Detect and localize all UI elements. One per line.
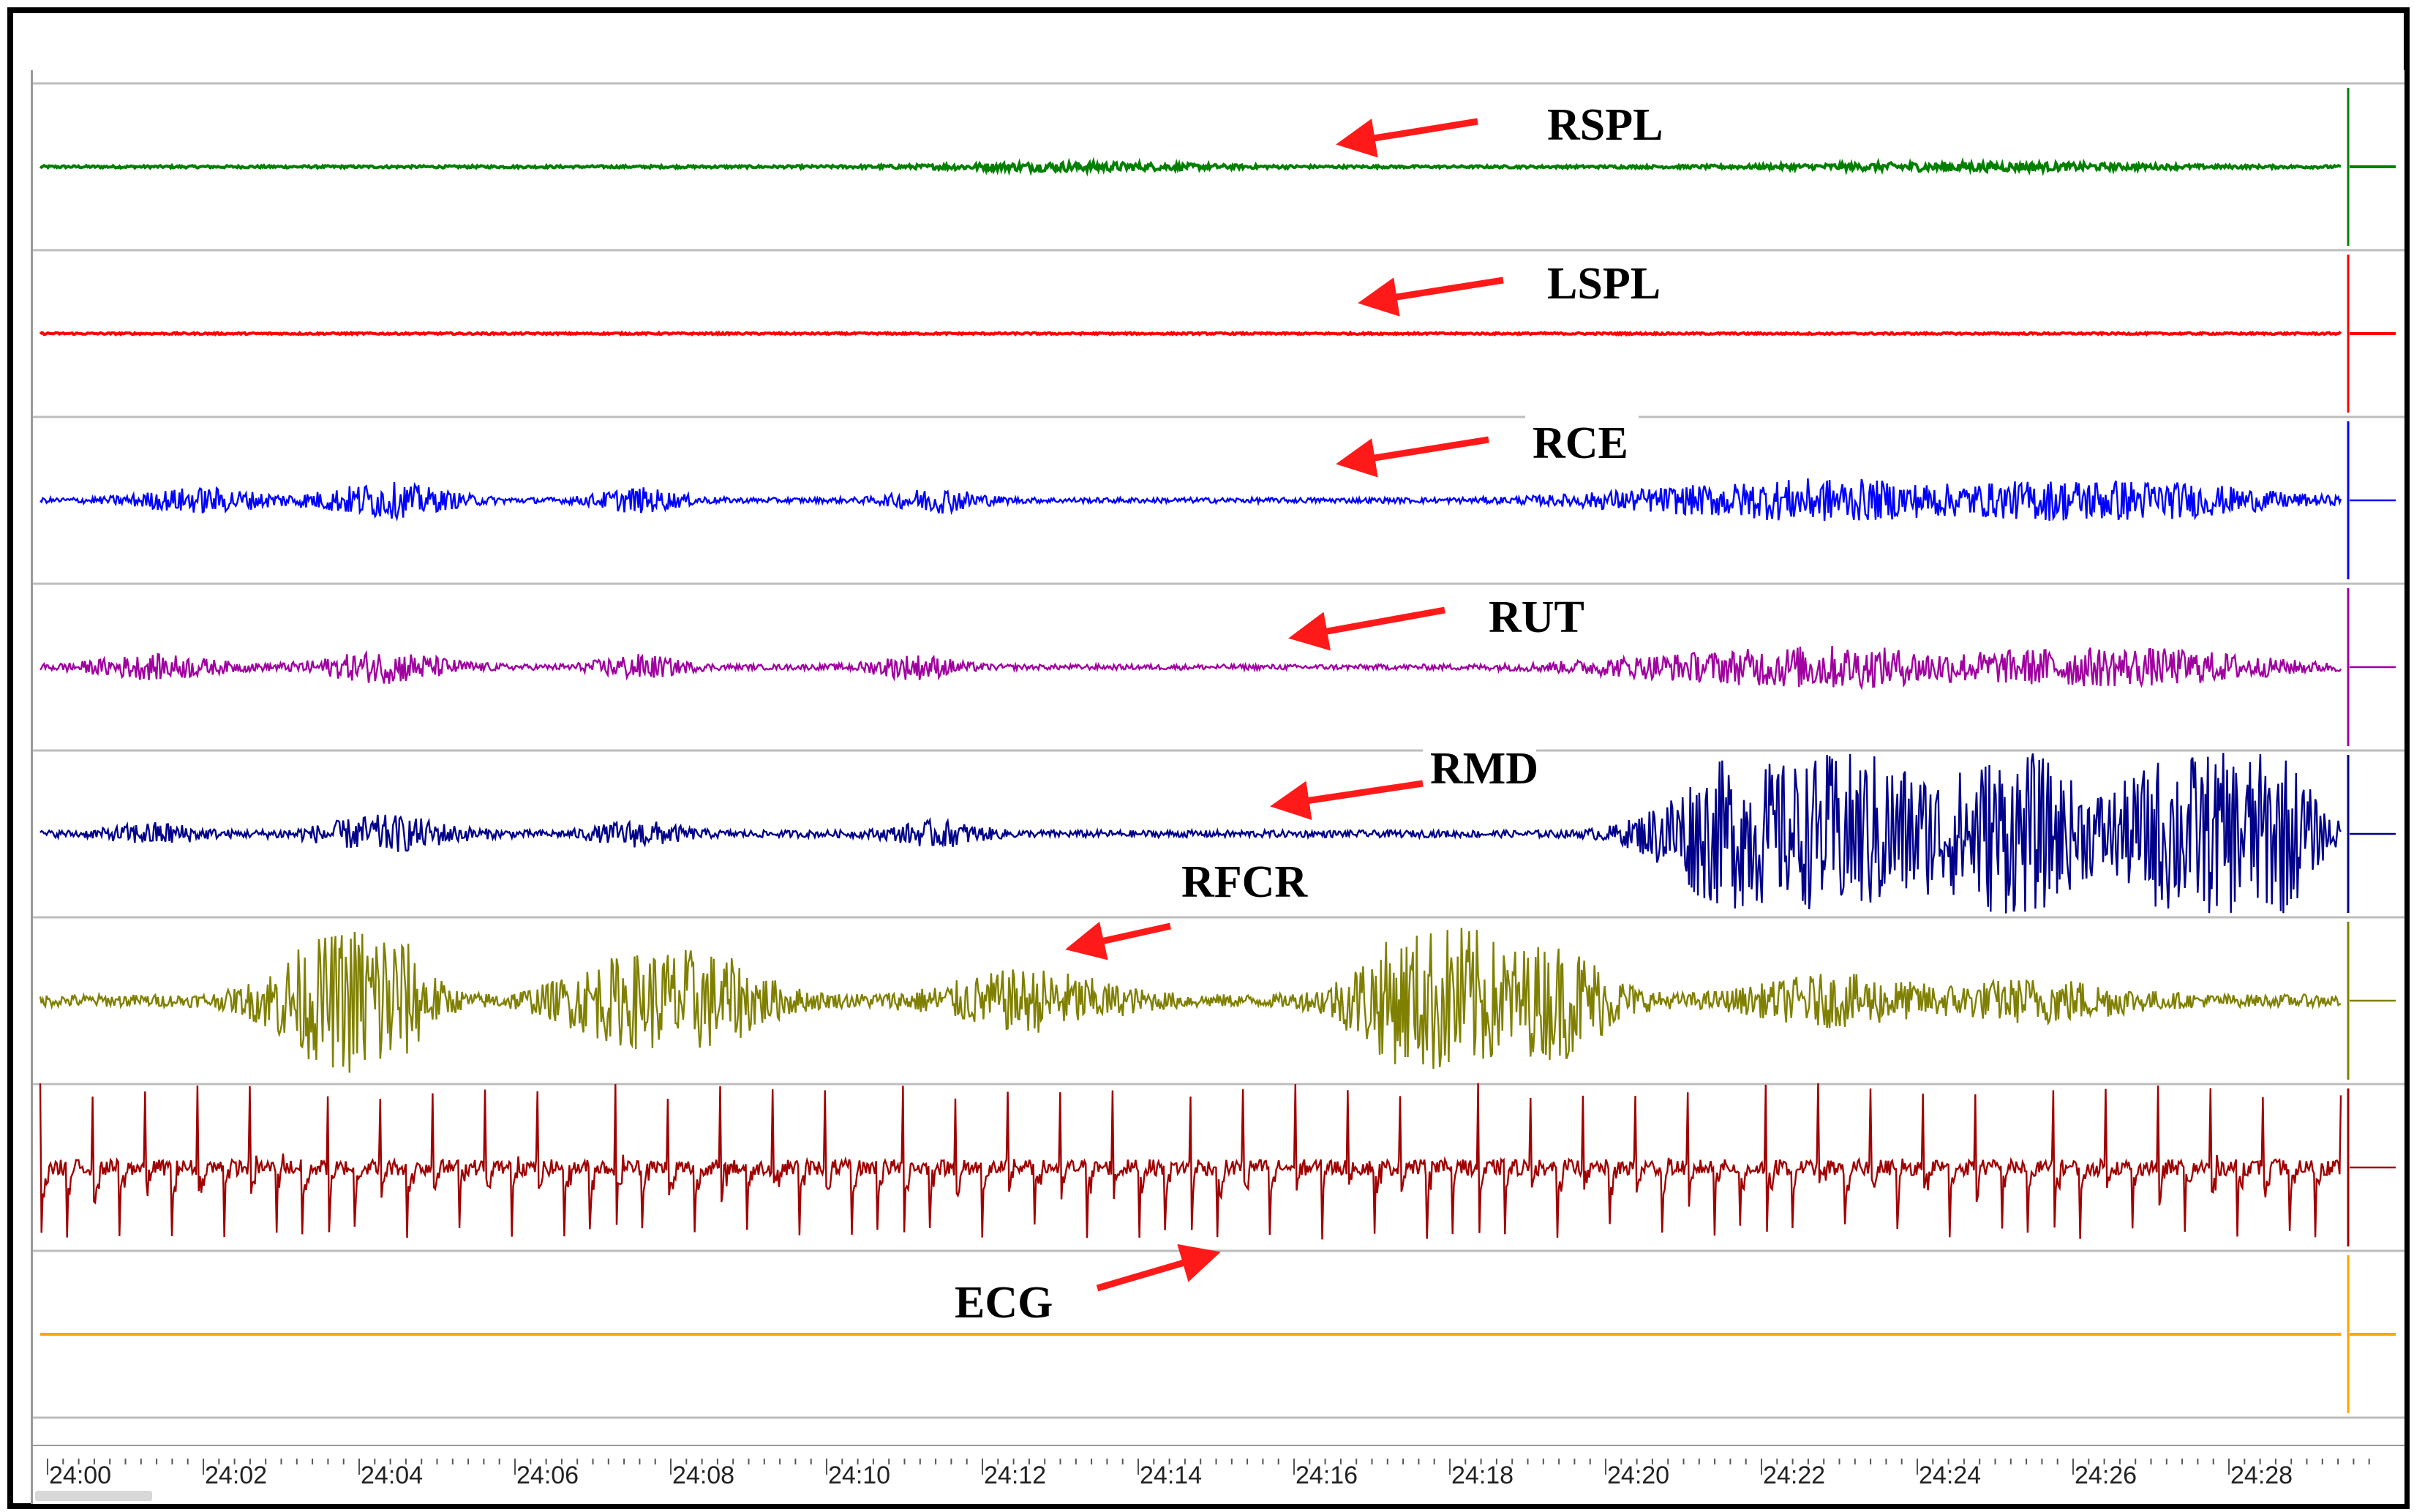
time-tick-label: 24:12 (984, 1462, 1046, 1489)
signal-trace-rut (40, 646, 2396, 691)
time-tick-label: 24:16 (1296, 1462, 1358, 1489)
signal-trace-rfcr (39, 928, 2396, 1073)
channel-label-ecg: ECG (955, 1278, 1053, 1328)
signal-trace-lspl (39, 330, 2396, 337)
red-arrow (1065, 921, 1171, 960)
signal-trace-rce (40, 478, 2396, 522)
time-tick-label: 24:04 (361, 1462, 423, 1489)
time-tick-label: 24:28 (2230, 1462, 2293, 1489)
time-tick-label: 24:18 (1451, 1462, 1514, 1489)
horizontal-scrollbar-thumb[interactable] (35, 1491, 152, 1501)
red-arrow (1336, 118, 1478, 158)
time-tick-label: 24:20 (1607, 1462, 1669, 1489)
label-backing (1481, 590, 1595, 641)
label-backing (1423, 741, 1536, 792)
channel-label-rfcr: RFCR (1181, 857, 1308, 907)
time-tick-label: 24:00 (49, 1462, 111, 1489)
channel-label-rspl: RSPL (1547, 100, 1663, 150)
red-arrow (1270, 780, 1424, 821)
time-tick-label: 24:10 (828, 1462, 890, 1489)
figure-frame: RSPL LSPL RCE RUT RMD RFCR ECG 24:00 24:02 24:04 2… (7, 7, 2410, 1509)
label-backing (1540, 256, 1686, 307)
signal-trace-rmd (40, 753, 2396, 914)
red-arrow (1336, 436, 1489, 478)
signal-trace-ecg (39, 1083, 2396, 1240)
label-backing (1525, 415, 1639, 467)
channel-label-rmd: RMD (1430, 744, 1538, 794)
label-backing (1174, 854, 1320, 906)
label-backing (1540, 97, 1686, 148)
signal-viewer: RSPL LSPL RCE RUT RMD RFCR ECG 24:00 24:02 24:04 2… (31, 70, 2404, 1504)
red-arrow (1288, 606, 1445, 651)
red-arrow (1358, 277, 1504, 317)
channel-label-rce: RCE (1533, 418, 1628, 468)
signal-plot: RSPL LSPL RCE RUT RMD RFCR ECG 24:00 24:02 24:04 2… (33, 82, 2404, 1489)
red-arrow (1096, 1244, 1221, 1292)
channel-label-lspl: LSPL (1547, 259, 1661, 309)
channel-label-rut: RUT (1489, 593, 1584, 642)
time-tick-label: 24:22 (1763, 1462, 1825, 1489)
signal-trace-rspl (39, 157, 2396, 177)
time-tick-label: 24:26 (2075, 1462, 2137, 1489)
time-tick-label: 24:06 (516, 1462, 579, 1489)
time-tick-label: 24:24 (1919, 1462, 1981, 1489)
time-tick-label: 24:02 (205, 1462, 267, 1489)
time-tick-label: 24:08 (672, 1462, 734, 1489)
time-tick-label: 24:14 (1140, 1462, 1202, 1489)
